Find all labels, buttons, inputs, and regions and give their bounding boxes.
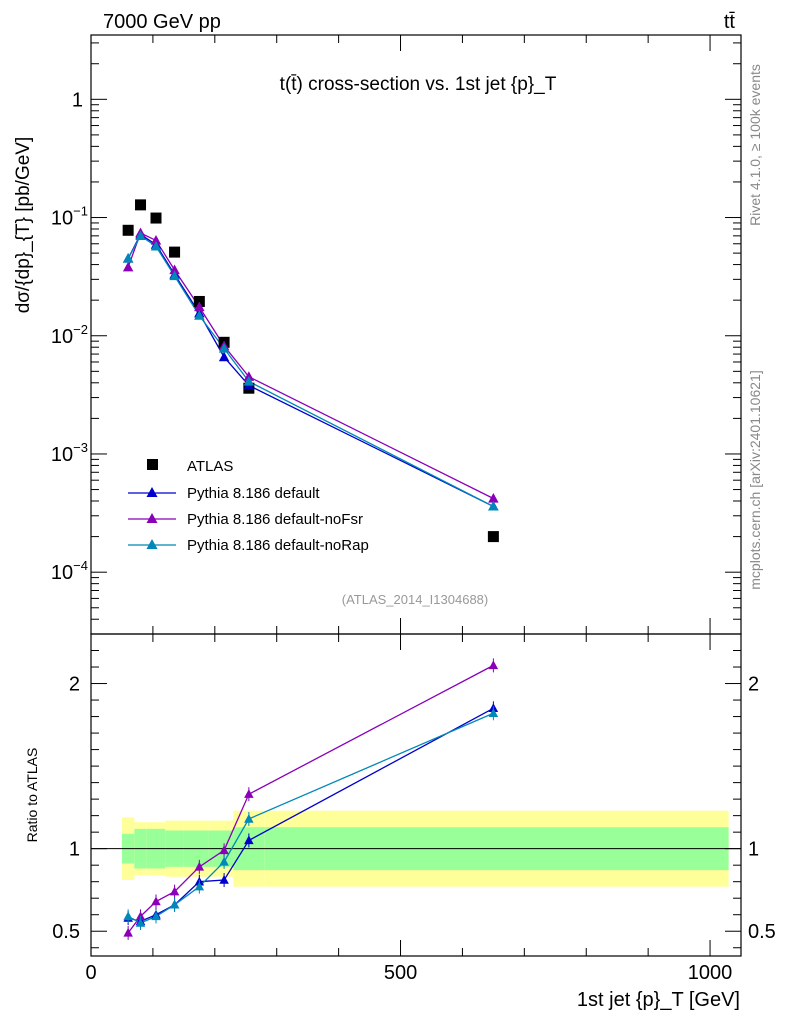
ratio-data-point [488,660,499,670]
ratio-data-point [488,708,499,718]
xtick-label: 0 [85,962,96,984]
analysis-id: (ATLAS_2014_I1304688) [342,592,488,607]
legend-label-norap: Pythia 8.186 default-noRap [187,537,369,554]
mc-data-point [194,310,205,320]
ratio-data-point [244,835,254,845]
y-axis-label: dσ/{dp}_{T} [pb/GeV] [13,137,34,314]
main-ytick-label: 1 [72,89,83,111]
mc-data-point [218,343,230,353]
atlas-data-point [193,295,205,307]
series-line [127,233,494,508]
mc-data-point [135,230,146,240]
mc-data-point [122,253,134,263]
ratio-data-point [194,881,205,891]
mc-data-point [169,264,180,275]
ratio-data-point [219,875,229,884]
xtick-label: 500 [384,962,417,984]
main-series-lines [127,232,494,508]
ratio-plot-frame [90,633,742,957]
ratio-data-point [123,927,133,937]
mc-data-point [488,500,499,511]
ratio-ytick-label-left: 0.5 [52,921,80,943]
legend: ATLAS Pythia 8.186 default Pythia 8.186 … [128,458,369,554]
main-ytick-label: 10−4 [51,558,88,584]
ratio-data-point [135,917,146,927]
ratio-data-point [244,813,254,823]
ratio-data-point [244,789,254,798]
mc-data-point [122,261,134,272]
atlas-data-point [487,531,499,543]
mc-data-point [150,240,162,251]
legend-marker-default [146,487,158,497]
legend-marker-nofsr [146,513,158,523]
atlas-data-point [135,199,147,211]
atlas-data-point [122,224,134,236]
mc-data-point [218,351,230,362]
series-line [127,234,494,508]
data-markers [122,199,499,940]
legend-marker-norap [146,539,158,549]
ratio-data-point [151,896,161,906]
header-right: tt̄ [724,11,736,33]
chart-title: t(t̄) cross-section vs. 1st jet {p}_T [280,74,557,95]
atlas-data-point [169,246,181,258]
legend-label-nofsr: Pythia 8.186 default-noFsr [187,511,363,528]
legend-label-default: Pythia 8.186 default [187,485,320,502]
ratio-ytick-label-left: 1 [69,839,80,861]
x-axis-label: 1st jet {p}_T [GeV] [577,989,740,1011]
ratio-series-lines [127,664,494,934]
axis-ticks [90,35,741,956]
ratio-ytick-label-right: 1 [748,839,759,861]
mc-data-point [488,493,499,503]
rivet-version-label: Rivet 4.1.0, ≥ 100k events [747,64,763,226]
mc-data-point [150,234,162,245]
atlas-data-point [150,212,162,224]
series-line [127,232,494,500]
mcplots-label: mcplots.cern.ch [arXiv:2401.10621] [747,370,763,589]
ratio-data-point [169,899,180,909]
mc-data-point [243,376,255,386]
ratio-data-point [151,911,161,921]
mc-data-point [169,270,180,281]
ratio-data-point [194,861,205,871]
ratio-ytick-label-right: 0.5 [748,921,776,943]
ratio-series-line [127,707,494,923]
ratio-data-point [123,911,133,921]
main-ytick-label: 10−3 [51,440,88,466]
ratio-ytick-label-right: 2 [748,674,759,696]
legend-marker-atlas [147,459,158,470]
ratio-ytick-label-left: 2 [69,674,80,696]
xtick-label: 1000 [688,962,733,984]
ratio-data-point [135,911,146,921]
main-ytick-label: 10−2 [51,322,88,348]
legend-label-atlas: ATLAS [187,458,233,475]
ratio-data-point [219,845,229,855]
mc-data-point [194,301,205,312]
ratio-y-axis-label: Ratio to ATLAS [24,748,40,843]
main-ytick-label: 10−1 [51,204,88,230]
axis-tick-labels: 1 10−1 10−2 10−3 10−4 0.5 0.5 1 1 2 2 0 500 1000 [51,89,776,984]
ratio-data-point [219,856,229,866]
ratio-series-line [127,664,494,934]
ratio-data-point [169,886,180,896]
header-left: 7000 GeV pp [103,11,221,33]
